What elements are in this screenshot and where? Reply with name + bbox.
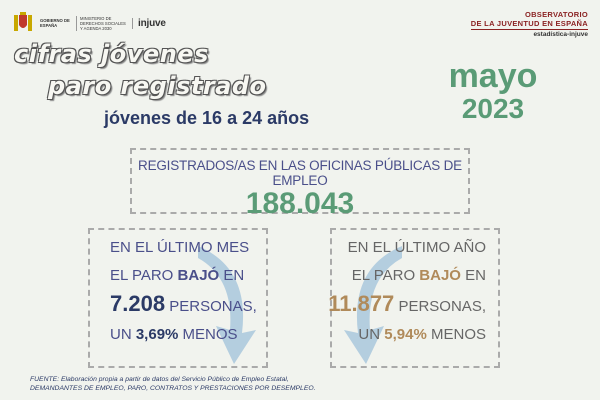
last-year-unit: PERSONAS,	[394, 298, 486, 315]
registered-value: 188.043	[245, 187, 355, 220]
down-arrow-left-icon	[198, 246, 256, 364]
ministerio-label: MINISTERIO DE DERECHOS SOCIALES Y AGENDA…	[76, 15, 126, 31]
period-year: 2023	[461, 93, 525, 124]
last-year-line2: EL PARO BAJÓ EN	[328, 262, 486, 290]
source-line2: DEMANDANTES DE EMPLEO, PARO, CONTRATOS Y…	[30, 385, 316, 392]
last-month-line1: EN EL ÚLTIMO MES	[110, 239, 250, 256]
source-note: FUENTE: Elaboración propia a partir de d…	[30, 375, 316, 393]
last-year-percent: 5,94%	[384, 326, 427, 343]
last-month-box	[88, 228, 268, 368]
observatorio-line3: estadística-injuve	[533, 31, 588, 38]
last-month-line4-prefix: UN	[110, 326, 136, 343]
last-month-line4-suffix: MENOS	[178, 326, 238, 343]
period-month: mayo	[448, 57, 538, 95]
observatorio-line2: DE LA JUVENTUD EN ESPAÑA	[470, 19, 588, 30]
registered-box: REGISTRADOS/AS EN LAS OFICINAS PÚBLICAS …	[130, 148, 470, 220]
last-month-text: EN EL ÚLTIMO MES EL PARO BAJÓ EN 7.208 P…	[110, 234, 257, 349]
source-line1: FUENTE: Elaboración propia a partir de d…	[30, 376, 289, 383]
subtitle: jóvenes de 16 a 24 años	[104, 108, 310, 128]
last-month-line4: UN 3,69% MENOS	[110, 321, 257, 349]
last-year-number: 11.877	[328, 291, 395, 316]
observatorio-line1: OBSERVATORIO	[524, 10, 588, 19]
down-arrow-right-icon	[344, 246, 402, 364]
last-year-line4: UN 5,94% MENOS	[328, 321, 486, 349]
title-line2: paro registrado	[48, 72, 267, 100]
last-month-bajo: BAJÓ	[177, 267, 220, 284]
last-year-text: EN EL ÚLTIMO AÑO EL PARO BAJÓ EN 11.877 …	[328, 234, 486, 349]
registered-label: REGISTRADOS/AS EN LAS OFICINAS PÚBLICAS …	[138, 158, 462, 188]
last-month-line2-suffix: EN	[219, 267, 245, 284]
observatorio-logo: OBSERVATORIO DE LA JUVENTUD EN ESPAÑA es…	[470, 10, 588, 38]
injuve-logo: injuve	[132, 17, 166, 29]
last-year-line1: EN EL ÚLTIMO AÑO	[347, 239, 486, 256]
last-year-line2-prefix: EL PARO	[351, 267, 420, 284]
last-month-unit: PERSONAS,	[165, 298, 257, 315]
last-year-line2-suffix: EN	[460, 267, 486, 284]
last-year-line4-prefix: UN	[358, 326, 385, 343]
last-month-line2: EL PARO BAJÓ EN	[110, 262, 257, 290]
last-month-line3: 7.208 PERSONAS,	[110, 290, 257, 321]
last-month-number: 7.208	[110, 291, 166, 316]
period: mayo 2023	[438, 58, 548, 124]
last-year-bajo: BAJÓ	[419, 267, 461, 284]
header-logos: GOBIERNO DE ESPAÑA MINISTERIO DE DERECHO…	[12, 10, 166, 36]
last-year-line4-suffix: MENOS	[426, 326, 486, 343]
last-year-box	[330, 228, 500, 368]
spain-coat-of-arms-icon	[14, 12, 32, 31]
last-month-percent: 3,69%	[135, 326, 179, 343]
last-month-line2-prefix: EL PARO	[110, 267, 178, 284]
last-year-line3: 11.877 PERSONAS,	[328, 290, 486, 321]
gobierno-label: GOBIERNO DE ESPAÑA	[40, 18, 70, 28]
title-line1: cifras jóvenes	[14, 40, 209, 68]
